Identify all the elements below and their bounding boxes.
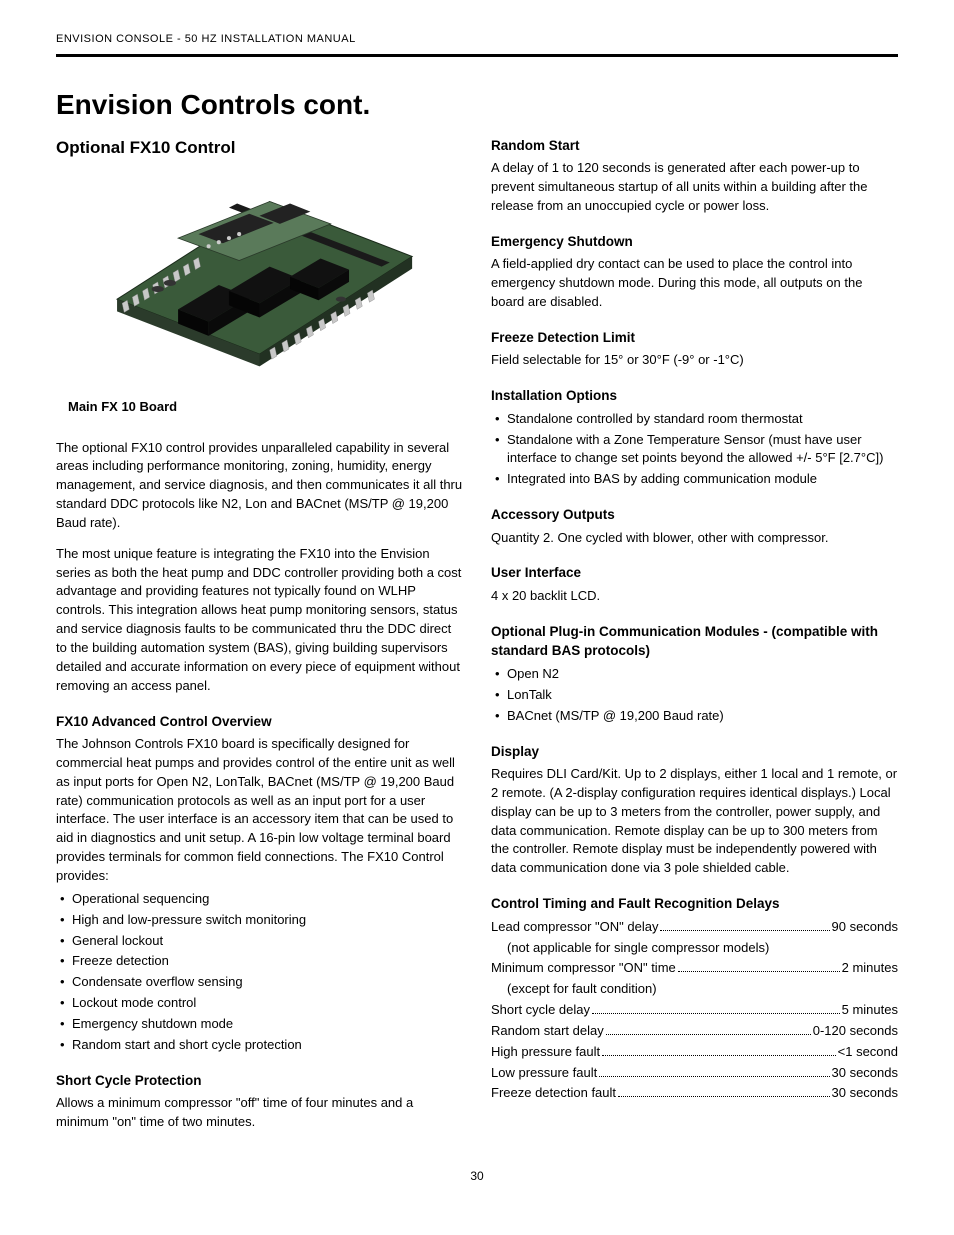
timing-table: Lead compressor "ON" delay 90 seconds (not…	[491, 918, 898, 1104]
timing-value: <1 second	[838, 1043, 898, 1062]
random-start-para: A delay of 1 to 120 seconds is generated…	[491, 159, 898, 216]
list-item: General lockout	[58, 932, 463, 951]
heading-freeze-detection: Freeze Detection Limit	[491, 328, 898, 348]
list-item: Standalone controlled by standard room t…	[493, 410, 898, 429]
timing-row: High pressure fault <1 second	[491, 1043, 898, 1062]
timing-value: 90 seconds	[832, 918, 899, 937]
list-item: Operational sequencing	[58, 890, 463, 909]
emergency-shutdown-para: A field-applied dry contact can be used …	[491, 255, 898, 312]
timing-subnote: (not applicable for single compressor mo…	[491, 939, 898, 958]
display-para: Requires DLI Card/Kit. Up to 2 displays,…	[491, 765, 898, 878]
heading-plugin-modules: Optional Plug-in Communication Modules -…	[491, 622, 898, 661]
intro-para-1: The optional FX10 control provides unpar…	[56, 439, 463, 533]
user-interface-para: 4 x 20 backlit LCD.	[491, 587, 898, 606]
list-item: Lockout mode control	[58, 994, 463, 1013]
heading-short-cycle: Short Cycle Protection	[56, 1071, 463, 1091]
fx10-provides-list: Operational sequencing High and low-press…	[56, 890, 463, 1055]
timing-row: Freeze detection fault 30 seconds	[491, 1084, 898, 1103]
list-item: Random start and short cycle protection	[58, 1036, 463, 1055]
heading-accessory-outputs: Accessory Outputs	[491, 505, 898, 525]
timing-value: 30 seconds	[832, 1084, 899, 1103]
timing-row: Short cycle delay 5 minutes	[491, 1001, 898, 1020]
plugin-modules-list: Open N2 LonTalk BACnet (MS/TP @ 19,200 Bau…	[491, 665, 898, 726]
timing-value: 2 minutes	[842, 959, 898, 978]
timing-dots	[660, 930, 829, 931]
timing-dots	[618, 1096, 829, 1097]
timing-value: 0-120 seconds	[813, 1022, 898, 1041]
timing-row: Low pressure fault 30 seconds	[491, 1064, 898, 1083]
heading-control-timing: Control Timing and Fault Recognition Del…	[491, 894, 898, 914]
heading-installation-options: Installation Options	[491, 386, 898, 406]
timing-row: Minimum compressor "ON" time 2 minutes	[491, 959, 898, 978]
heading-random-start: Random Start	[491, 136, 898, 156]
fx10-board-image	[56, 168, 463, 392]
timing-row: Lead compressor "ON" delay 90 seconds	[491, 918, 898, 937]
content-columns: Optional FX10 Control	[56, 136, 898, 1144]
timing-label: Lead compressor "ON" delay	[491, 918, 658, 937]
timing-dots	[599, 1076, 829, 1077]
installation-options-list: Standalone controlled by standard room t…	[491, 410, 898, 489]
fx10-advanced-para: The Johnson Controls FX10 board is speci…	[56, 735, 463, 886]
freeze-detection-para: Field selectable for 15° or 30°F (-9° or…	[491, 351, 898, 370]
timing-row: Random start delay 0-120 seconds	[491, 1022, 898, 1041]
list-item: High and low-pressure switch monitoring	[58, 911, 463, 930]
timing-label: Minimum compressor "ON" time	[491, 959, 676, 978]
timing-value: 30 seconds	[832, 1064, 899, 1083]
timing-dots	[592, 1013, 840, 1014]
left-column: Optional FX10 Control	[56, 136, 463, 1144]
section-optional-fx10: Optional FX10 Control	[56, 136, 463, 161]
timing-label: High pressure fault	[491, 1043, 600, 1062]
heading-display: Display	[491, 742, 898, 762]
list-item: Emergency shutdown mode	[58, 1015, 463, 1034]
accessory-outputs-para: Quantity 2. One cycled with blower, othe…	[491, 529, 898, 548]
timing-label: Low pressure fault	[491, 1064, 597, 1083]
fx10-board-figure: Main FX 10 Board	[56, 168, 463, 420]
list-item: Freeze detection	[58, 952, 463, 971]
fx10-board-caption: Main FX 10 Board	[56, 392, 463, 421]
list-item: BACnet (MS/TP @ 19,200 Baud rate)	[493, 707, 898, 726]
list-item: Condensate overflow sensing	[58, 973, 463, 992]
list-item: Standalone with a Zone Temperature Senso…	[493, 431, 898, 469]
timing-label: Random start delay	[491, 1022, 604, 1041]
timing-dots	[678, 971, 840, 972]
timing-label: Short cycle delay	[491, 1001, 590, 1020]
heading-user-interface: User Interface	[491, 563, 898, 583]
timing-label: Freeze detection fault	[491, 1084, 616, 1103]
timing-dots	[606, 1034, 811, 1035]
list-item: Open N2	[493, 665, 898, 684]
timing-dots	[602, 1055, 836, 1056]
right-column: Random Start A delay of 1 to 120 seconds…	[491, 136, 898, 1144]
short-cycle-para: Allows a minimum compressor "off" time o…	[56, 1094, 463, 1132]
list-item: Integrated into BAS by adding communicat…	[493, 470, 898, 489]
intro-para-2: The most unique feature is integrating t…	[56, 545, 463, 696]
heading-fx10-advanced: FX10 Advanced Control Overview	[56, 712, 463, 732]
doc-header: ENVISION CONSOLE - 50 HZ INSTALLATION MA…	[56, 32, 898, 57]
page-title: Envision Controls cont.	[56, 85, 898, 126]
heading-emergency-shutdown: Emergency Shutdown	[491, 232, 898, 252]
list-item: LonTalk	[493, 686, 898, 705]
page-number: 30	[56, 1168, 898, 1185]
timing-subnote: (except for fault condition)	[491, 980, 898, 999]
timing-value: 5 minutes	[842, 1001, 898, 1020]
